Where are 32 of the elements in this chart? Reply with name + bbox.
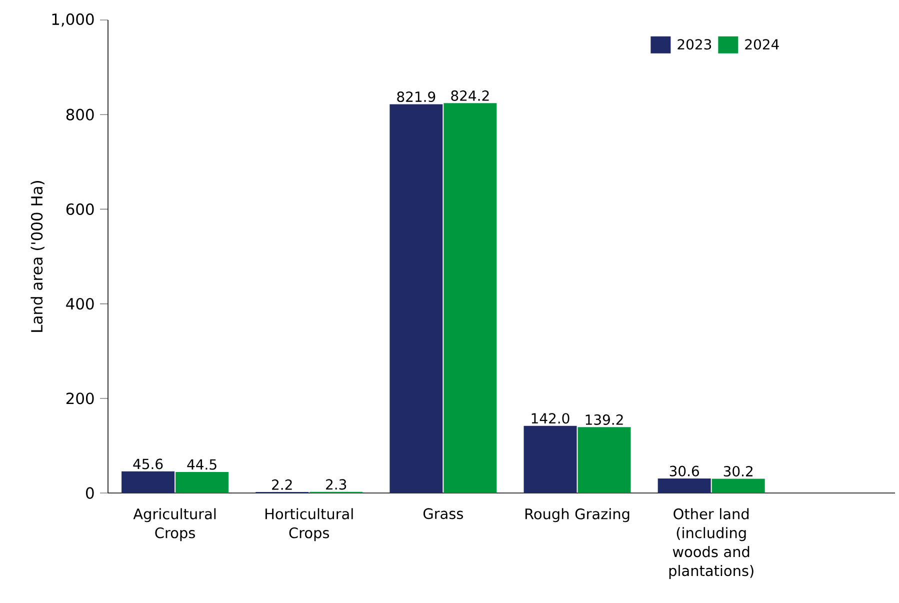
y-axis-title: Land area ('000 Ha) bbox=[30, 181, 44, 332]
data-label: 2.2 bbox=[272, 479, 292, 490]
bar bbox=[176, 472, 229, 493]
bar bbox=[390, 104, 443, 493]
data-label: 139.2 bbox=[586, 414, 623, 425]
y-tick-label: 600 bbox=[66, 203, 94, 216]
legend-label: 2023 bbox=[678, 39, 712, 50]
x-tick-label: Rough Grazing bbox=[525, 508, 630, 522]
bar bbox=[444, 103, 497, 493]
data-label: 30.2 bbox=[724, 466, 752, 477]
data-label: 824.2 bbox=[451, 90, 489, 101]
data-label: 821.9 bbox=[397, 91, 436, 102]
bar bbox=[658, 478, 711, 493]
data-label: 44.5 bbox=[187, 459, 216, 470]
bar bbox=[712, 478, 765, 493]
data-label: 142.0 bbox=[532, 413, 570, 424]
bar bbox=[524, 426, 577, 493]
y-tick-label: 0 bbox=[86, 487, 94, 499]
x-tick-label: Horticultural Crops bbox=[266, 508, 353, 542]
bar bbox=[578, 427, 631, 493]
x-tick-label: Other land (including woods and plantations) bbox=[669, 508, 754, 579]
legend-label: 2024 bbox=[745, 39, 779, 50]
data-label: 30.6 bbox=[670, 466, 699, 476]
x-tick-label: Grass bbox=[423, 508, 464, 520]
y-tick-label: 1,000 bbox=[52, 13, 94, 27]
data-label: 45.6 bbox=[133, 458, 163, 470]
x-tick-label: Agricultural Crops bbox=[133, 508, 216, 542]
data-label: 2.3 bbox=[326, 479, 346, 490]
bar bbox=[122, 471, 175, 493]
y-tick-label: 200 bbox=[66, 392, 94, 404]
y-tick-label: 800 bbox=[66, 108, 94, 120]
y-tick-label: 400 bbox=[66, 298, 94, 310]
